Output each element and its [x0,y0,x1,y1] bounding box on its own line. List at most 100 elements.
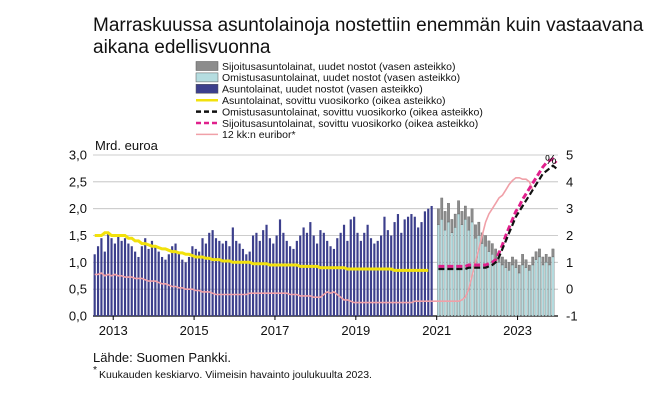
left-tick-label: 0,5 [69,282,87,297]
bar-housing [380,235,383,316]
bar-investor [534,251,538,260]
bar-own-home [460,224,464,317]
legend-label-investor: Sijoitusasuntolainat, uudet nostot (vase… [222,61,455,73]
grid-lines [93,154,558,320]
bar-investor [538,248,541,258]
bar-own-home [497,262,501,317]
line-rate-own-home [438,164,557,271]
bar-housing [231,227,234,316]
bar-own-home [453,227,457,317]
footnote-text: Kuukauden keskiarvo. Viimeisin havainto … [99,369,372,381]
bar-investor [450,219,454,233]
bar-housing [100,238,103,316]
legend: Sijoitusasuntolainat, uudet nostot (vase… [195,61,483,141]
bar-housing [376,240,379,316]
bar-housing [406,216,410,316]
bar-housing [359,240,362,316]
bar-investor [440,197,444,220]
bar-investor [531,256,535,266]
bar-own-home [511,264,514,317]
bar-housing [326,240,329,316]
bar-housing [309,222,312,316]
bar-own-home [541,264,545,317]
bar-investor [507,262,511,271]
bar-housing [248,251,251,316]
bar-housing [96,246,100,316]
bar-housing [339,232,342,316]
bar-investor [460,211,464,225]
bar-housing [214,238,218,316]
bar-housing [390,235,393,316]
bar-housing [403,219,406,316]
bar-housing [235,240,238,316]
bar-housing [110,238,113,316]
bar-housing [137,256,140,316]
right-tick-label: 0 [566,282,573,297]
bar-housing [356,232,359,316]
bar-housing [282,232,285,316]
bar-housing [177,251,181,316]
bar-housing [400,232,403,316]
bar-housing [369,238,373,316]
left-axis-ticks: 3,0 2,5 2,0 1,5 1,0 0,5 0,0 [69,148,87,324]
right-tick-label: 1 [566,255,573,270]
stacked-bars [437,197,555,317]
bar-investor [470,208,474,223]
bar-investor [467,216,471,231]
bar-own-home [528,270,531,317]
bar-housing [93,254,96,316]
bar-housing [225,240,228,316]
bar-housing [191,246,194,316]
bar-housing [363,232,366,316]
bar-own-home [548,264,551,317]
legend-label-own_home: Omistusasuntolainat, uudet nostot (vasen… [222,72,460,84]
bar-housing [198,251,201,316]
bar-housing [171,246,174,316]
left-tick-label: 1,5 [69,228,87,243]
footnote-mark: * [93,364,97,376]
bar-own-home [521,264,524,317]
bar-housing [211,230,214,316]
bar-housing [228,246,231,316]
bar-investor [487,240,491,252]
x-axis-ticks: 2013 2015 2017 2019 2021 2023 [99,323,532,338]
right-axis-label: % [545,152,557,167]
bar-investor [490,243,494,255]
bar-housing [164,259,167,316]
bar-investor [457,200,460,215]
bar-housing [204,243,207,316]
x-tick-label: 2021 [422,323,451,338]
line-rate-housing [94,231,429,272]
bar-housing [160,256,164,316]
right-tick-label: 5 [566,148,573,163]
bar-housing [174,243,177,316]
bar-housing [262,230,265,316]
bar-own-home [514,267,518,317]
bar-investor [517,264,521,274]
bar-housing [150,240,154,316]
bar-housing [241,248,245,316]
bar-housing [319,230,322,316]
bar-housing [245,254,248,316]
bar-housing [410,214,413,316]
bar-investor [484,235,487,247]
bar-housing [292,248,295,316]
bar-housing [201,238,204,316]
bar-investor [521,254,524,266]
bar-investor [494,248,497,260]
bar-housing [144,238,147,316]
bar-investor [541,256,545,266]
bar-investor [511,256,514,266]
bar-investor [453,213,457,228]
left-tick-label: 0,0 [69,309,87,324]
bar-housing [194,248,197,316]
right-tick-label: 3 [566,201,573,216]
bar-own-home [494,259,497,317]
right-tick-label: -1 [566,309,578,324]
bar-own-home [534,259,538,317]
bar-investor [437,208,440,225]
bar-housing [312,235,315,316]
bar-own-home [524,267,528,317]
bar-housing [322,232,325,316]
